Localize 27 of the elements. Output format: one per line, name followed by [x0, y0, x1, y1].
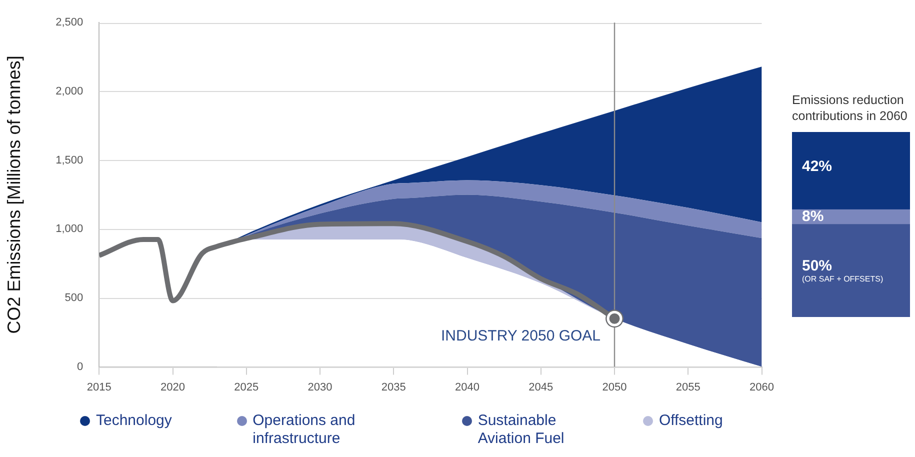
x-tick-label: 2015 [86, 381, 112, 394]
y-tick-label: 0 [77, 360, 84, 373]
y-tick-label: 2,500 [56, 16, 84, 29]
annotation: INDUSTRY 2050 GOAL [440, 327, 601, 344]
x-tick-label: 2055 [676, 381, 700, 394]
x-tick-label: 2030 [308, 381, 332, 394]
x-tick-label: 2025 [234, 381, 259, 394]
data-label: 50% [802, 257, 832, 274]
x-tick-label: 2045 [528, 381, 554, 394]
legend-label: Operations and infrastructure [252, 412, 356, 448]
x-tick-label: 2050 [602, 381, 627, 394]
y-tick-label: 500 [64, 292, 84, 304]
y-axis-title: CO2 Emissions [Millions of tonnes] [4, 56, 24, 334]
annotation: (OR SAF + OFFSETS) [802, 274, 884, 284]
x-tick-label: 2020 [160, 381, 185, 394]
x-tick-label: 2060 [750, 381, 774, 394]
data-label: 8% [802, 208, 824, 226]
y-tick-label: 1,500 [56, 154, 84, 166]
legend-label: Offsetting [658, 412, 723, 430]
y-tick-label: 2,000 [56, 85, 84, 98]
legend-label: Technology [96, 412, 172, 430]
legend-label: Sustainable Aviation Fuel [478, 412, 566, 448]
x-tick-label: 2040 [455, 381, 480, 394]
chart-title: Emissions reduction contributions in 2060 [792, 92, 908, 124]
y-tick-label: 1,000 [56, 223, 84, 236]
data-label: 42% [802, 158, 832, 176]
x-tick-label: 2035 [381, 381, 406, 394]
